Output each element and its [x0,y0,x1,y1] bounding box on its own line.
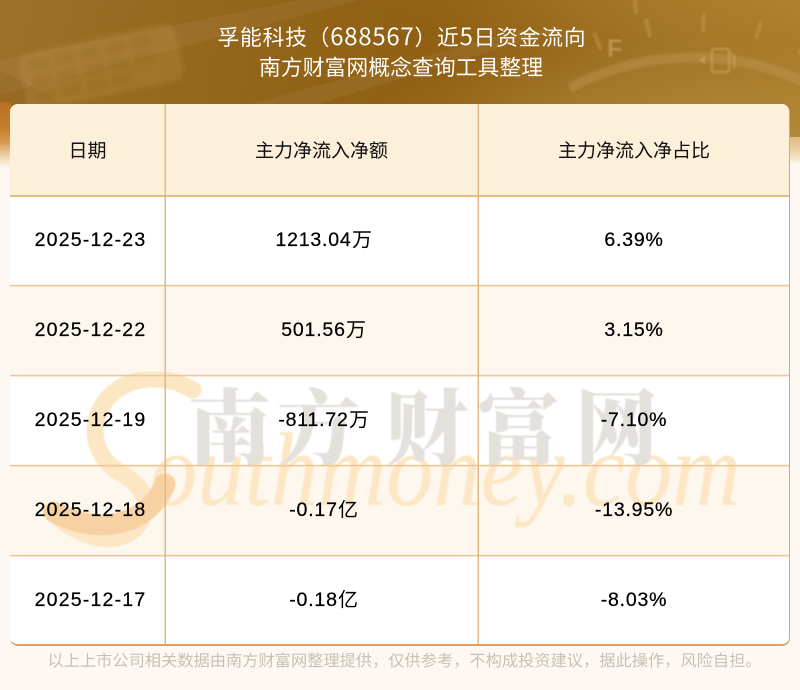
svg-text:F: F [607,35,622,63]
